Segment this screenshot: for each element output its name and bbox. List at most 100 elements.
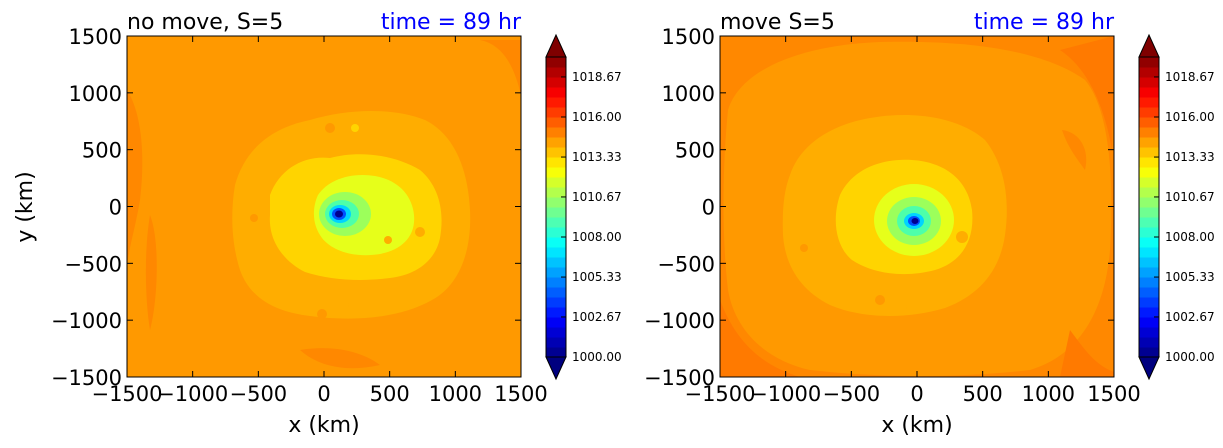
right-x-axis-label: x (km) <box>881 413 952 438</box>
x-tick-label: 0 <box>910 382 923 406</box>
colorbar-segment <box>1139 337 1159 348</box>
colorbar-segment <box>1139 187 1159 198</box>
left-contour-field <box>127 36 521 377</box>
right-corner-band-ne <box>1060 36 1114 150</box>
colorbar-segment <box>546 137 566 148</box>
colorbar-segment <box>1139 57 1159 68</box>
colorbar-segment <box>1139 167 1159 178</box>
colorbar-segment <box>546 177 566 188</box>
colorbar-segment <box>1139 77 1159 88</box>
y-tick-label: −500 <box>64 252 122 276</box>
right-blob <box>800 244 808 252</box>
colorbar-segment <box>546 317 566 328</box>
colorbar-tick-label: 1010.67 <box>1165 190 1215 204</box>
colorbar-tick-label: 1000.00 <box>1165 350 1215 364</box>
colorbar-segment <box>546 347 566 358</box>
left-blob <box>348 300 356 308</box>
colorbar-segment <box>546 97 566 108</box>
colorbar-segment <box>546 167 566 178</box>
colorbar-segment <box>1139 127 1159 138</box>
left-panel: −1500−1000 −500 0 500 1000 1500150010005000−5… <box>13 10 548 438</box>
colorbar-extend-max <box>1138 33 1160 58</box>
x-tick-label: 1500 <box>494 382 547 406</box>
colorbar-segment <box>546 187 566 198</box>
x-tick-label: 1500 <box>1087 382 1140 406</box>
colorbar-segment <box>1139 257 1159 268</box>
colorbar-segment <box>546 217 566 228</box>
colorbar-segment <box>546 127 566 138</box>
right-panel-title: move S=5 <box>720 10 835 35</box>
right-contour-field <box>720 36 1114 377</box>
colorbar-extend-min <box>1138 356 1160 381</box>
colorbar-segment <box>1139 287 1159 298</box>
left-panel-title: no move, S=5 <box>127 10 283 35</box>
right-corner-band-se <box>1060 330 1114 377</box>
y-tick-label: −1000 <box>51 309 122 333</box>
colorbar-segment <box>546 267 566 278</box>
right-low-core <box>911 218 919 224</box>
colorbar-segment <box>1139 307 1159 318</box>
left-edge-patch-west <box>127 90 143 270</box>
left-blob <box>384 236 392 244</box>
colorbar-segment <box>1139 137 1159 148</box>
colorbar-segment <box>1139 107 1159 118</box>
right-colorbar: 1018.67 1016.00 1013.33 1010.67 1008.00 1005.… <box>1138 33 1215 381</box>
y-tick-label: 0 <box>702 196 715 220</box>
colorbar-segment <box>546 67 566 78</box>
left-blob <box>351 124 359 132</box>
left-y-axis-label: y (km) <box>13 171 38 242</box>
x-tick-label: 0 <box>317 382 330 406</box>
colorbar-segment <box>546 147 566 158</box>
colorbar-segment <box>546 277 566 288</box>
colorbar-segment <box>1139 197 1159 208</box>
colorbar-segment <box>1139 217 1159 228</box>
x-tick-label: −1000 <box>750 382 821 406</box>
colorbar-frame <box>545 56 567 358</box>
left-ticks: −1500−1000 −500 0 500 1000 1500150010005000−5… <box>51 25 548 406</box>
x-tick-label: −500 <box>229 382 287 406</box>
colorbar-tick-label: 1016.00 <box>572 110 622 124</box>
right-patch-east <box>1062 130 1087 170</box>
colorbar-tick-label: 1018.67 <box>572 70 622 84</box>
x-tick-label: 1000 <box>429 382 482 406</box>
y-tick-label: 1500 <box>69 25 122 49</box>
colorbar-tick-label: 1005.33 <box>572 270 622 284</box>
right-ticks: −1500−1000 −500 0 500 1000 1500150010005000−5… <box>644 25 1141 406</box>
colorbar-tick-label: 1018.67 <box>1165 70 1215 84</box>
colorbar-segment <box>1139 227 1159 238</box>
y-tick-label: 1500 <box>662 25 715 49</box>
y-tick-label: 1000 <box>662 82 715 106</box>
colorbar-frame <box>1138 56 1160 358</box>
colorbar-segment <box>546 87 566 98</box>
colorbar-tick-label: 1010.67 <box>572 190 622 204</box>
right-panel: −1500−1000 −500 0 500 1000 1500150010005000−5… <box>644 10 1141 438</box>
right-time-annotation: time = 89 hr <box>974 10 1115 35</box>
left-edge-patch-northeast <box>480 40 521 95</box>
colorbar-tick-label: 1008.00 <box>572 230 622 244</box>
colorbar-segment <box>546 327 566 338</box>
x-tick-label: 500 <box>963 382 1003 406</box>
colorbar-segment <box>1139 347 1159 358</box>
left-low-core <box>335 210 343 218</box>
colorbar-segment <box>546 117 566 128</box>
colorbar-segment <box>546 287 566 298</box>
y-tick-label: −500 <box>657 252 715 276</box>
colorbar-tick-label: 1002.67 <box>1165 310 1215 324</box>
y-tick-label: 0 <box>109 196 122 220</box>
left-edge-patch-south <box>300 348 380 369</box>
colorbar-segment <box>1139 327 1159 338</box>
colorbar-segment <box>1139 67 1159 78</box>
colorbar-segment <box>1139 157 1159 168</box>
colorbar-segment <box>1139 237 1159 248</box>
y-tick-label: 500 <box>675 139 715 163</box>
left-time-annotation: time = 89 hr <box>381 10 522 35</box>
x-tick-label: 500 <box>370 382 410 406</box>
right-blob <box>956 231 968 243</box>
colorbar-segment <box>546 307 566 318</box>
x-tick-label: −1000 <box>157 382 228 406</box>
y-tick-label: −1000 <box>644 309 715 333</box>
colorbar-tick-label: 1013.33 <box>572 150 622 164</box>
x-tick-label: −1500 <box>684 382 755 406</box>
colorbar-segment <box>1139 317 1159 328</box>
